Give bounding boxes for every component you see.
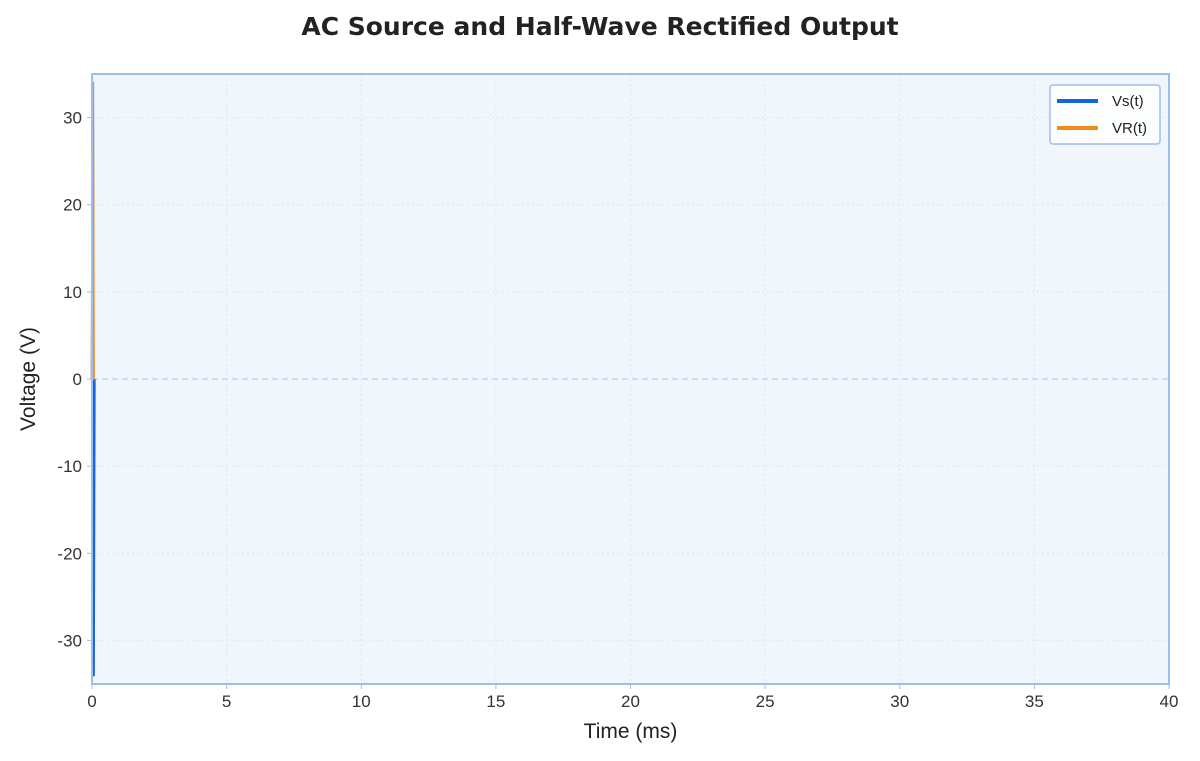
legend-label-1: Vs(t): [1112, 93, 1144, 110]
y-tick-label: -20: [57, 544, 82, 563]
y-tick-label: 10: [63, 283, 82, 302]
x-tick-label: 30: [890, 692, 909, 711]
y-tick-label: 30: [63, 109, 82, 128]
x-tick-label: 5: [222, 692, 231, 711]
y-tick-label: -30: [57, 631, 82, 650]
x-axis-label: Time (ms): [584, 720, 678, 743]
x-tick-label: 35: [1025, 692, 1044, 711]
x-tick-label: 20: [621, 692, 640, 711]
y-axis-ticks: -30 -20 -10 0 10 20 30: [57, 109, 92, 650]
chart-title: AC Source and Half-Wave Rectified Output: [301, 12, 899, 41]
y-axis-label: Voltage (V): [17, 327, 40, 431]
y-tick-label: 20: [63, 196, 82, 215]
legend: Vs(t) VR(t): [1049, 84, 1161, 145]
legend-label-2: VR(t): [1112, 120, 1147, 137]
y-tick-label: 0: [73, 370, 82, 389]
x-tick-label: 15: [486, 692, 505, 711]
x-tick-label: 0: [87, 692, 96, 711]
x-axis-ticks: 0 5 10 15 20 25 30 35 40: [87, 684, 1178, 711]
x-tick-label: 10: [352, 692, 371, 711]
x-tick-label: 40: [1160, 692, 1179, 711]
x-tick-label: 25: [756, 692, 775, 711]
y-tick-label: -10: [57, 457, 82, 476]
